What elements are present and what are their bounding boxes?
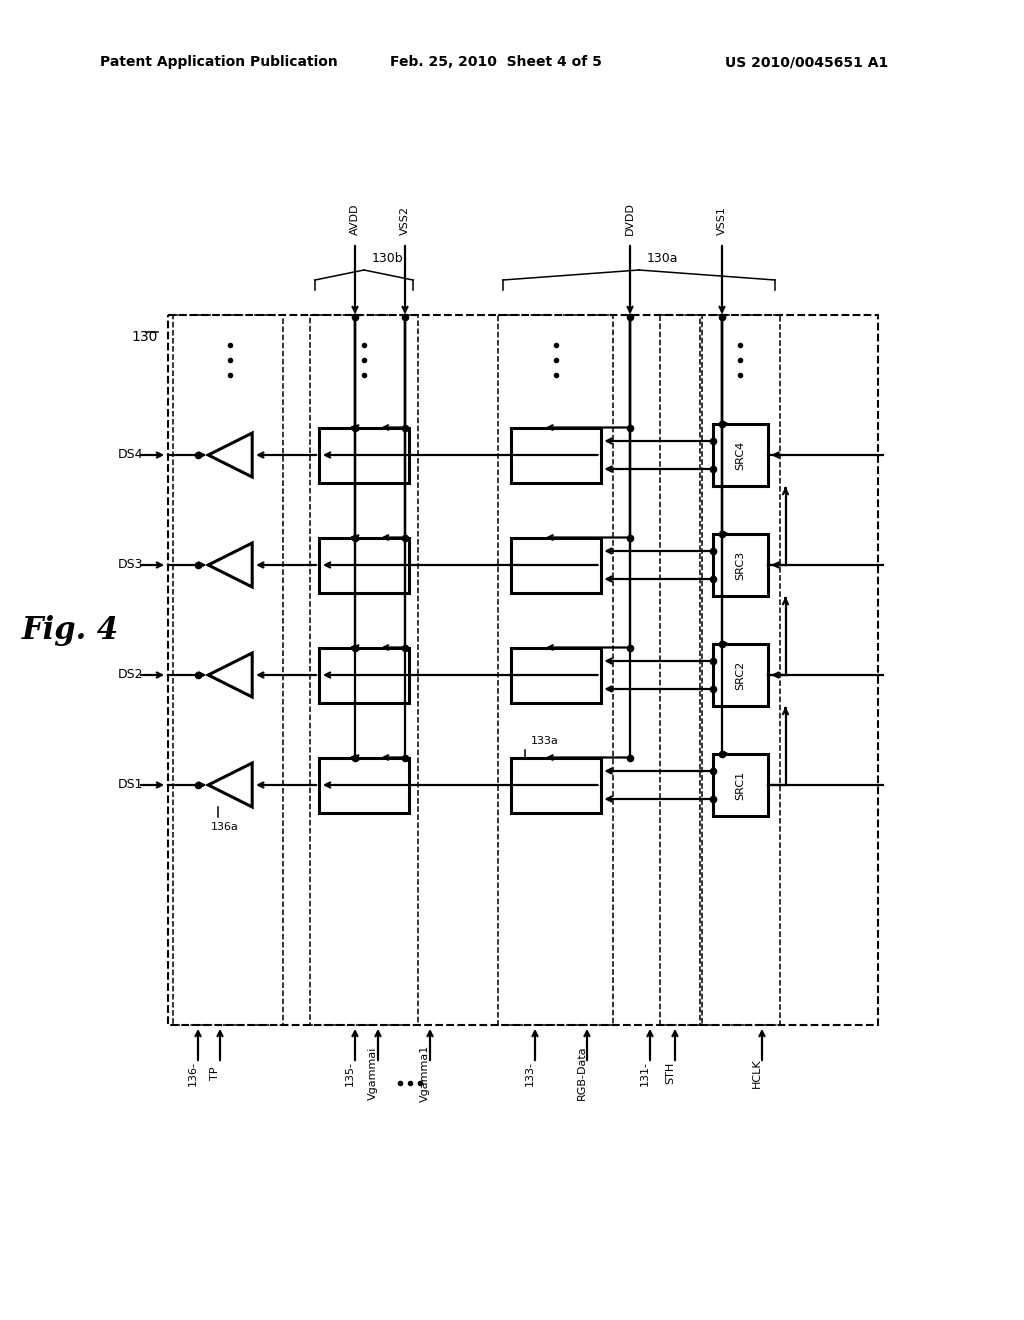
Text: DVDD: DVDD <box>625 202 635 235</box>
Text: DS3: DS3 <box>118 558 143 572</box>
Bar <box>319 537 409 593</box>
Text: SRC4: SRC4 <box>735 441 745 470</box>
Text: HCLK: HCLK <box>752 1059 762 1088</box>
Text: TP: TP <box>210 1067 220 1080</box>
Text: 130: 130 <box>132 330 158 345</box>
Text: DS1: DS1 <box>118 779 143 792</box>
Bar <box>511 648 600 702</box>
Bar <box>168 315 878 1026</box>
Text: SRC1: SRC1 <box>735 771 745 800</box>
Text: DS4: DS4 <box>118 449 143 462</box>
Text: US 2010/0045651 A1: US 2010/0045651 A1 <box>725 55 888 69</box>
Text: 136-: 136- <box>188 1060 198 1085</box>
Text: Feb. 25, 2010  Sheet 4 of 5: Feb. 25, 2010 Sheet 4 of 5 <box>390 55 602 69</box>
Bar <box>319 758 409 813</box>
Bar <box>511 428 600 483</box>
Text: Fig. 4: Fig. 4 <box>22 615 119 645</box>
Text: SRC2: SRC2 <box>735 660 745 689</box>
Text: 133a: 133a <box>530 735 558 746</box>
Text: RGB-Data: RGB-Data <box>577 1045 587 1101</box>
Text: STH: STH <box>665 1061 675 1084</box>
Bar <box>713 754 768 816</box>
Bar <box>498 315 613 1026</box>
Text: 130b: 130b <box>372 252 403 265</box>
Text: Vgammai: Vgammai <box>368 1047 378 1100</box>
Text: 136a: 136a <box>211 822 240 832</box>
Text: AVDD: AVDD <box>350 203 360 235</box>
Bar <box>713 424 768 486</box>
Text: DS2: DS2 <box>118 668 143 681</box>
Text: 131-: 131- <box>640 1060 650 1085</box>
Bar <box>319 428 409 483</box>
Text: VSS1: VSS1 <box>717 206 727 235</box>
Bar <box>713 644 768 706</box>
Text: VSS2: VSS2 <box>400 206 410 235</box>
Text: 135-: 135- <box>345 1060 355 1085</box>
Bar <box>511 758 600 813</box>
Bar <box>310 315 418 1026</box>
Bar <box>173 315 283 1026</box>
Text: Vgamma1: Vgamma1 <box>420 1044 430 1102</box>
Bar <box>700 315 780 1026</box>
Bar <box>660 315 702 1026</box>
Bar <box>319 648 409 702</box>
Text: 130a: 130a <box>647 252 679 265</box>
Bar <box>511 537 600 593</box>
Text: SRC3: SRC3 <box>735 550 745 579</box>
Text: Patent Application Publication: Patent Application Publication <box>100 55 338 69</box>
Bar <box>713 535 768 597</box>
Text: 133-: 133- <box>525 1060 535 1085</box>
